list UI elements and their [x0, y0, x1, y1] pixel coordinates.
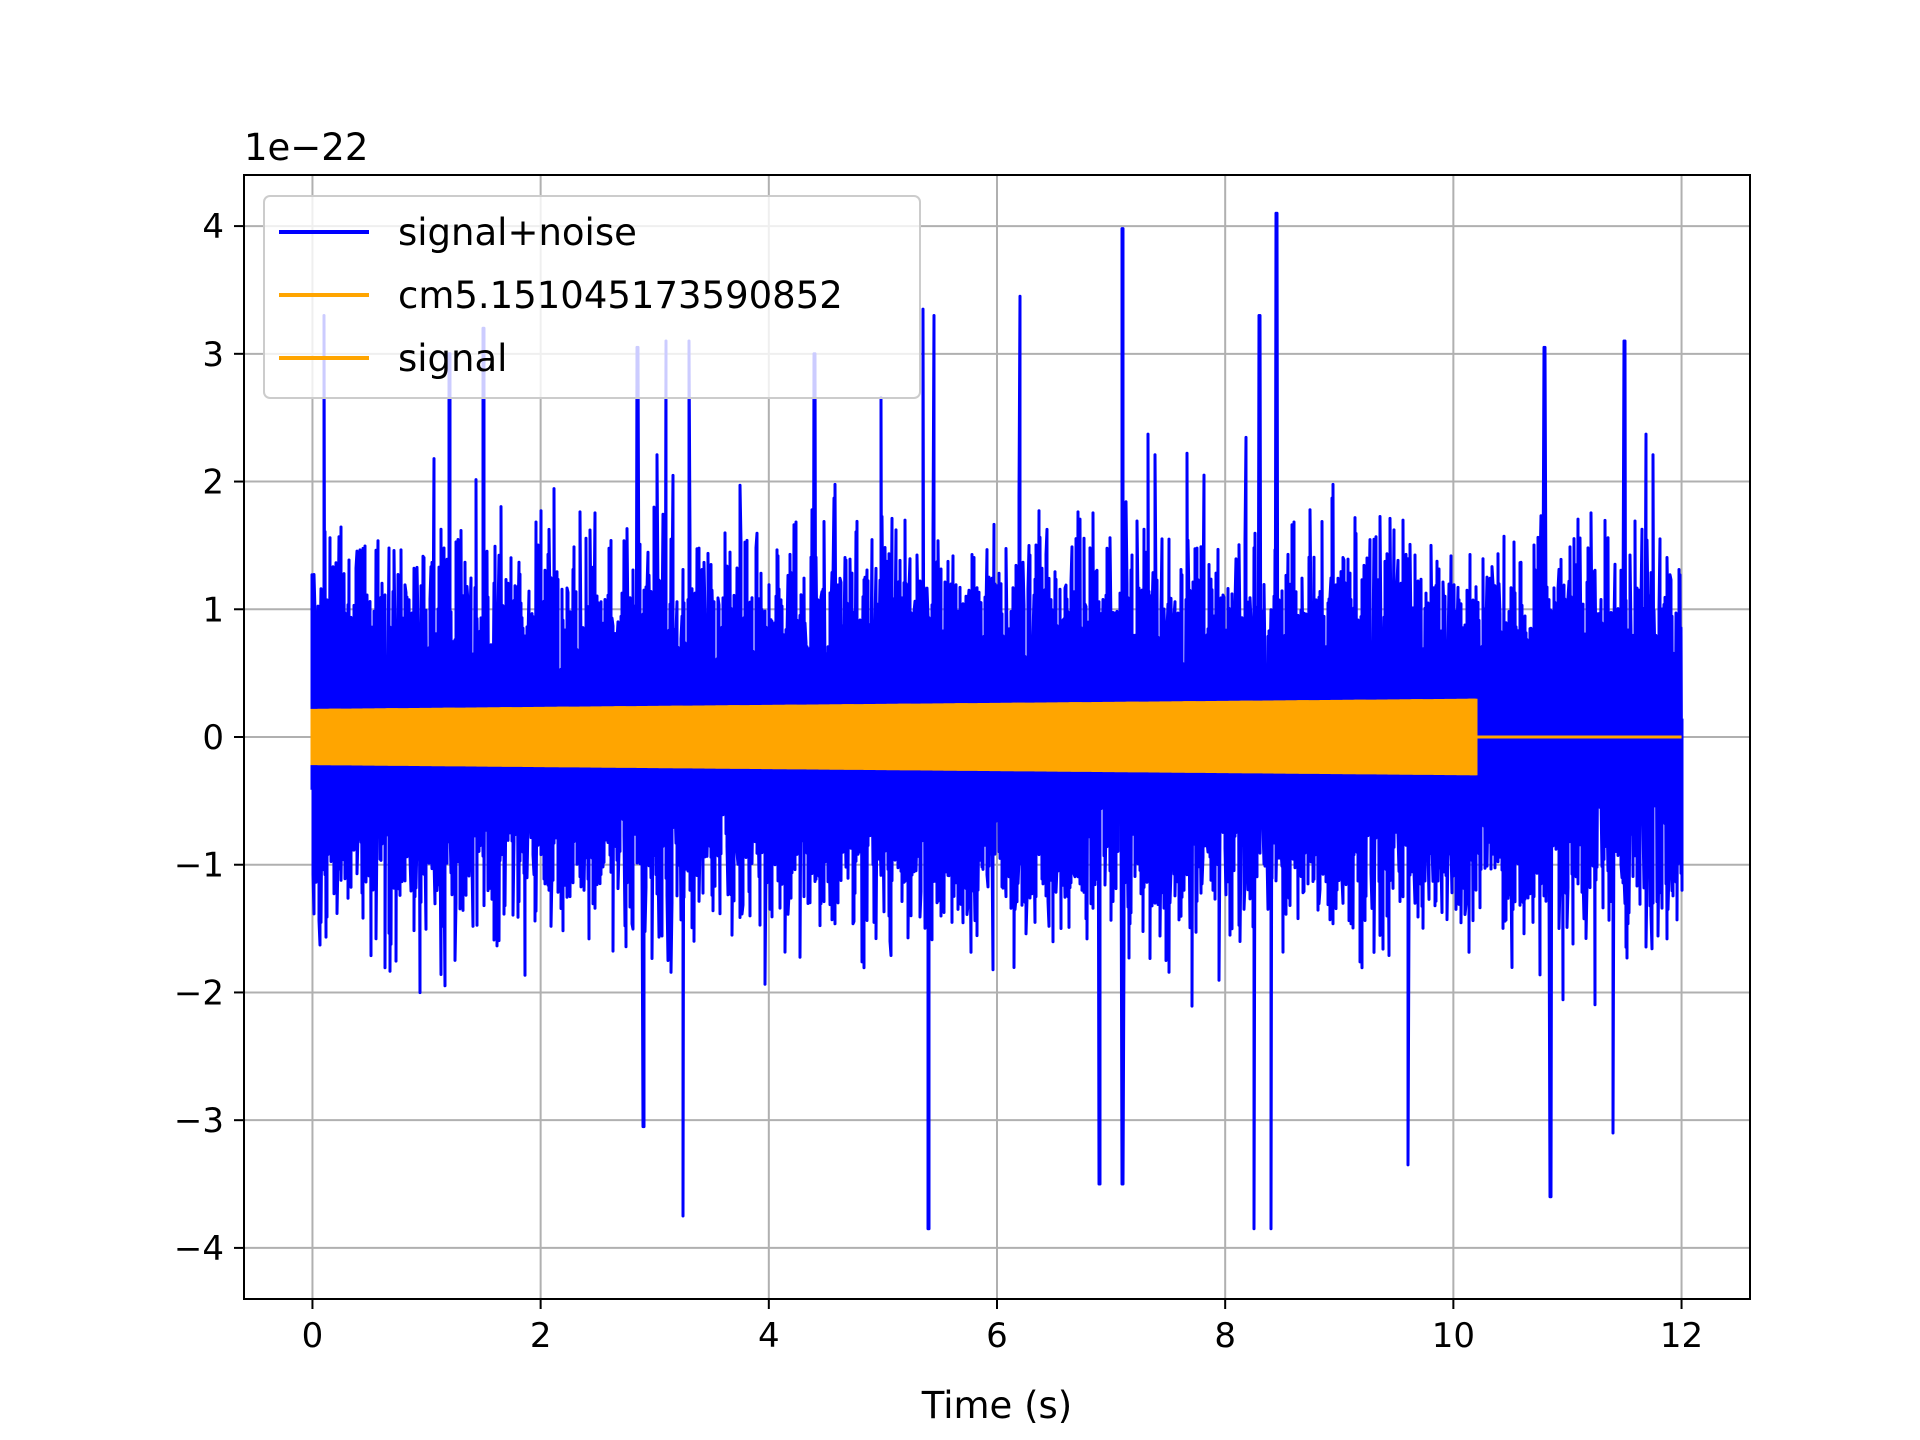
- y-tick-label: −3: [174, 1101, 224, 1141]
- x-tick-label: 12: [1660, 1316, 1703, 1356]
- y-tick-label: 4: [202, 207, 224, 247]
- plot-area: [310, 211, 1684, 1231]
- y-tick-label: −1: [174, 846, 224, 886]
- series-signal-oscillation: [310, 698, 1478, 776]
- x-tick-label: 4: [758, 1316, 780, 1356]
- x-tick-label: 8: [1214, 1316, 1236, 1356]
- legend: signal+noise cm5.151045173590852 signal: [263, 195, 921, 399]
- y-offset-label: 1e−22: [244, 126, 368, 169]
- x-tick-label: 10: [1432, 1316, 1475, 1356]
- y-tick-label: 2: [202, 463, 224, 503]
- legend-box: [263, 195, 921, 399]
- x-axis-label: Time (s): [921, 1384, 1072, 1427]
- y-tick-label: 1: [202, 590, 224, 630]
- legend-label: signal: [398, 337, 507, 380]
- x-tick-label: 6: [986, 1316, 1008, 1356]
- x-tick-label: 2: [530, 1316, 552, 1356]
- y-tick-label: 3: [202, 335, 224, 375]
- y-tick-label: −2: [174, 973, 224, 1013]
- y-axis: −4 −3 −2 −1 0 1 2 3 4: [174, 207, 244, 1269]
- x-axis: 0 2 4 6 8 10 12: [302, 1299, 1703, 1356]
- y-tick-label: 0: [202, 718, 224, 758]
- legend-label: signal+noise: [398, 211, 637, 254]
- y-tick-label: −4: [174, 1229, 224, 1269]
- legend-label: cm5.151045173590852: [398, 274, 843, 317]
- x-tick-label: 0: [302, 1316, 324, 1356]
